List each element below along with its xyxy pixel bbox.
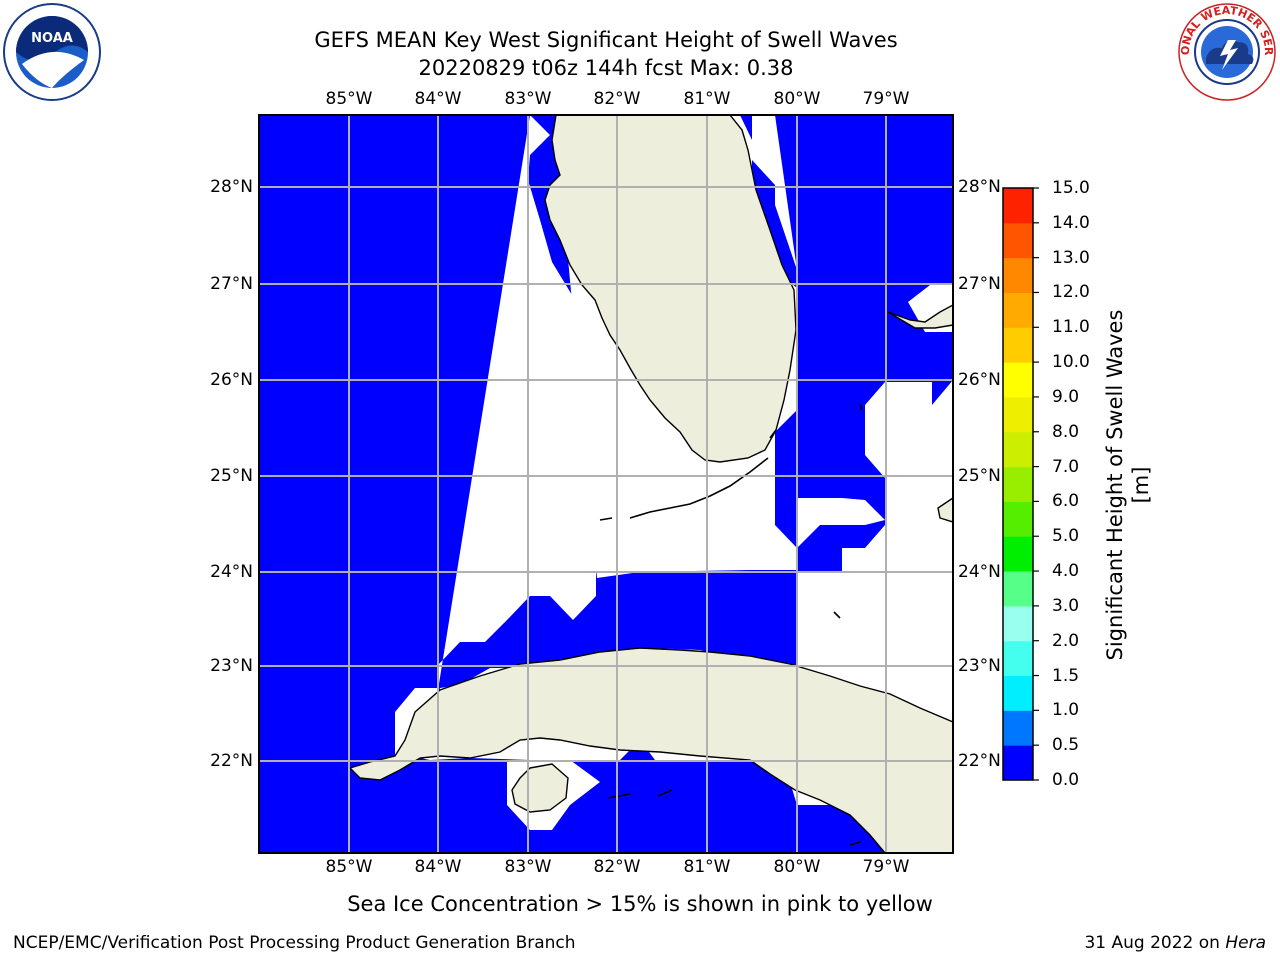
lon-label-bottom: 79°W [862, 857, 910, 877]
lat-label-right: 22°N [958, 751, 1001, 771]
graticule [259, 115, 953, 853]
footer-host: Hera [1225, 933, 1266, 953]
lon-label-bottom: 81°W [683, 857, 731, 877]
lon-label-bottom: 83°W [504, 857, 552, 877]
lat-label-left: 22°N [210, 751, 253, 771]
colorbar-tick-label: 5.0 [1052, 526, 1080, 547]
colorbar-tick-label: 6.0 [1052, 491, 1080, 512]
colorbar-segment [1003, 396, 1033, 433]
colorbar-segment [1003, 257, 1033, 293]
colorbar-segment [1003, 327, 1033, 363]
colorbar-segment [1003, 222, 1033, 259]
lat-label-left: 25°N [210, 466, 253, 486]
lat-label-right: 27°N [958, 274, 1001, 294]
lat-label-left: 28°N [210, 177, 253, 197]
footer-date: 31 Aug 2022 on Hera [1084, 932, 1266, 954]
lat-label-right: 24°N [958, 562, 1001, 582]
colorbar-tick-label: 0.5 [1052, 735, 1080, 756]
colorbar-segment [1003, 605, 1033, 642]
lat-label-left: 26°N [210, 370, 253, 390]
colorbar-title: Significant Height of Swell Waves [m] [1103, 309, 1153, 661]
colorbar-tick-label: 3.0 [1052, 595, 1080, 616]
lat-label-right: 28°N [958, 177, 1001, 197]
colorbar-segment [1003, 640, 1033, 677]
colorbar-tick-label: 11.0 [1052, 317, 1090, 338]
map-frame [258, 114, 954, 854]
lon-label-top: 80°W [773, 89, 821, 109]
colorbar [1003, 188, 1033, 781]
footer-branch: NCEP/EMC/Verification Post Processing Pr… [13, 933, 576, 953]
lon-label-top: 83°W [504, 89, 552, 109]
lon-label-bottom: 82°W [593, 857, 641, 877]
sea-ice-caption: Sea Ice Concentration > 15% is shown in … [347, 892, 933, 916]
title-line-1: GEFS MEAN Key West Significant Height of… [314, 28, 898, 52]
cuba-land [348, 647, 953, 853]
colorbar-tick-label: 9.0 [1052, 386, 1080, 407]
lon-label-top: 85°W [325, 89, 373, 109]
colorbar-segment [1003, 292, 1033, 328]
colorbar-segment [1003, 431, 1033, 468]
land-masses [348, 115, 953, 853]
footer-date-text: 31 Aug 2022 on [1084, 933, 1226, 953]
lat-label-right: 23°N [958, 656, 1001, 676]
lat-label-right: 26°N [958, 370, 1001, 390]
lat-label-left: 24°N [210, 562, 253, 582]
chart-title: GEFS MEAN Key West Significant Height of… [200, 26, 1012, 82]
colorbar-tick-label: 4.0 [1052, 561, 1080, 582]
colorbar-segment [1003, 362, 1033, 398]
lon-label-bottom: 85°W [325, 857, 373, 877]
lon-label-bottom: 84°W [414, 857, 462, 877]
colorbar-segment [1003, 501, 1033, 537]
colorbar-tick-label: 8.0 [1052, 421, 1080, 442]
bahamas-land-east [937, 497, 953, 523]
colorbar-ticks [1033, 187, 1039, 781]
colorbar-tick-label: 13.0 [1052, 247, 1090, 268]
lat-label-left: 23°N [210, 656, 253, 676]
colorbar-segment [1003, 745, 1033, 781]
colorbar-segment [1003, 536, 1033, 572]
title-line-2: 20220829 t06z 144h fcst Max: 0.38 [418, 56, 794, 80]
colorbar-tick-label: 14.0 [1052, 212, 1090, 233]
colorbar-tick-label: 15.0 [1052, 178, 1090, 198]
colorbar-segment [1003, 710, 1033, 746]
colorbar-segment [1003, 188, 1033, 224]
colorbar-tick-label: 0.0 [1052, 770, 1080, 790]
noaa-logo-text: NOAA [31, 31, 73, 46]
colorbar-tick-label: 2.0 [1052, 630, 1080, 651]
colorbar-segment [1003, 571, 1033, 607]
small-islands [599, 403, 863, 846]
lon-label-bottom: 80°W [773, 857, 821, 877]
nws-logo-icon: NATIONAL WEATHER SERVICE [1176, 2, 1276, 101]
lon-label-top: 81°W [683, 89, 731, 109]
colorbar-tick-label: 1.5 [1052, 665, 1080, 686]
isle-of-youth-land [511, 763, 569, 813]
lon-label-top: 82°W [593, 89, 641, 109]
colorbar-tick-label: 7.0 [1052, 456, 1080, 477]
lat-label-right: 25°N [958, 466, 1001, 486]
colorbar-segment [1003, 675, 1033, 711]
colorbar-segment [1003, 466, 1033, 502]
colorbar-tick-label: 12.0 [1052, 282, 1090, 303]
colorbar-tick-label: 1.0 [1052, 700, 1080, 721]
florida-land [544, 115, 797, 463]
lon-label-top: 79°W [862, 89, 910, 109]
lon-label-top: 84°W [414, 89, 462, 109]
colorbar-tick-label: 10.0 [1052, 352, 1090, 373]
lat-label-left: 27°N [210, 274, 253, 294]
noaa-logo-icon: NOAA [3, 3, 101, 101]
colorbar-frame [1002, 187, 1034, 781]
bahamas-land-north [887, 304, 953, 329]
